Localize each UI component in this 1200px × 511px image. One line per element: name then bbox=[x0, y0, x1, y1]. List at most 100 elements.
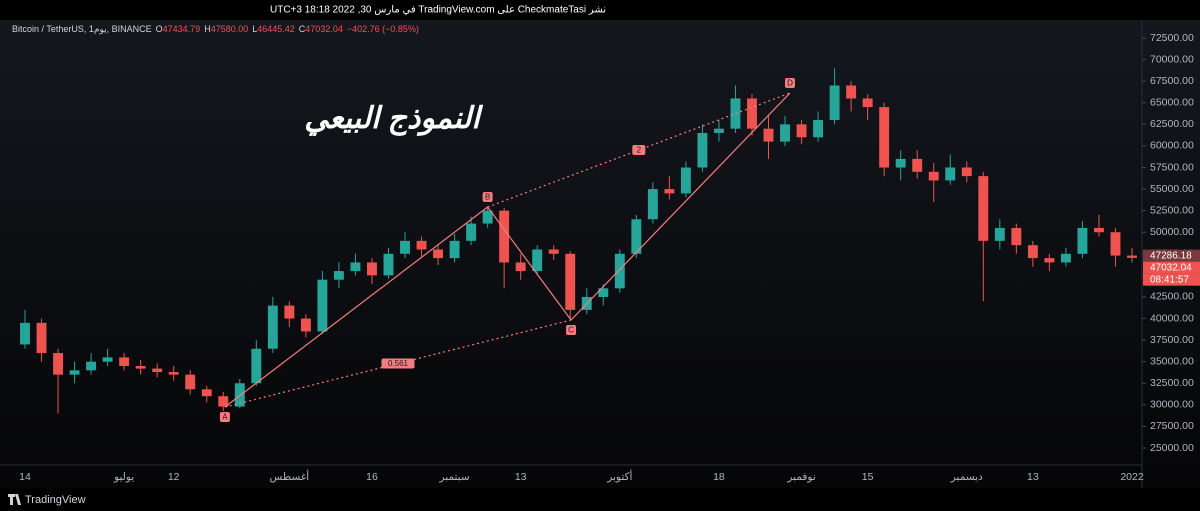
candle-body bbox=[532, 249, 543, 272]
ohlc-label: H bbox=[204, 24, 211, 34]
y-tick-label: 52500.00 bbox=[1150, 204, 1194, 216]
candle-body bbox=[168, 372, 179, 375]
candle-body bbox=[796, 124, 807, 138]
candle-body bbox=[697, 132, 708, 168]
candle-body bbox=[185, 374, 196, 390]
x-tick-label: نوفمبر bbox=[786, 471, 815, 483]
candle-body bbox=[284, 305, 295, 319]
x-tick-label: يوليو bbox=[113, 471, 134, 483]
price-tag bbox=[1143, 249, 1200, 262]
candle-body bbox=[416, 240, 427, 250]
pattern-leg bbox=[570, 92, 791, 321]
countdown: 08:41:57 bbox=[1150, 274, 1189, 285]
candle-body bbox=[713, 128, 724, 133]
candle-body bbox=[994, 227, 1005, 241]
pattern-leg bbox=[487, 206, 572, 321]
candle-body bbox=[961, 167, 972, 177]
candle-body bbox=[1127, 255, 1137, 258]
candle-body bbox=[879, 107, 890, 168]
y-tick-label: 72500.00 bbox=[1150, 32, 1194, 44]
logo-icon bbox=[8, 494, 21, 505]
point-box bbox=[784, 78, 795, 89]
ohlc-value: 47032.04 bbox=[305, 24, 343, 34]
candle-body bbox=[1027, 245, 1038, 259]
candle-body bbox=[449, 240, 460, 259]
candle-body bbox=[647, 189, 658, 220]
candle-body bbox=[218, 396, 229, 407]
ohlc-change: −402.76 (−0.85%) bbox=[347, 24, 419, 34]
ohlc-value: 47580.00 bbox=[211, 24, 249, 34]
y-tick-label: 30000.00 bbox=[1150, 399, 1194, 411]
x-tick-label: ديسمبر bbox=[950, 471, 983, 483]
candle-body bbox=[614, 253, 625, 289]
candle-body bbox=[1077, 227, 1088, 254]
candle-body bbox=[234, 383, 245, 407]
candle-body bbox=[53, 353, 64, 375]
ratio-label: 0.561 bbox=[388, 359, 409, 368]
candle-body bbox=[499, 210, 510, 263]
candle-body bbox=[201, 389, 212, 397]
publish-line: نشر CheckmateTasi على TradingView.com في… bbox=[270, 5, 606, 16]
y-tick-label: 25000.00 bbox=[1150, 442, 1194, 454]
ratio-label: 2 bbox=[637, 146, 642, 155]
candle-body bbox=[664, 189, 675, 194]
y-tick-label: 50000.00 bbox=[1150, 226, 1194, 238]
logo bbox=[8, 494, 21, 505]
y-tick-label: 37500.00 bbox=[1150, 334, 1194, 346]
x-tick-label: 13 bbox=[1027, 471, 1039, 483]
point-box bbox=[219, 412, 230, 423]
candle-body bbox=[350, 262, 361, 272]
x-tick-label: 18 bbox=[713, 471, 725, 483]
y-tick-label: 65000.00 bbox=[1150, 97, 1194, 109]
candle-body bbox=[119, 357, 130, 367]
candle-body bbox=[102, 357, 113, 362]
point-label: A bbox=[222, 413, 228, 422]
x-tick-label: سبتمبر bbox=[438, 471, 469, 483]
pattern-leg bbox=[224, 206, 488, 408]
candle-body bbox=[36, 322, 47, 354]
price-tag bbox=[1143, 261, 1200, 274]
point-label: D bbox=[787, 79, 793, 88]
x-tick-label: 14 bbox=[19, 471, 31, 483]
ohlc-label: L bbox=[252, 24, 257, 34]
candle-body bbox=[383, 253, 394, 276]
ohlc-label: O bbox=[156, 24, 163, 34]
point-label: B bbox=[485, 193, 490, 202]
y-tick-label: 35000.00 bbox=[1150, 355, 1194, 367]
candle-body bbox=[317, 279, 328, 332]
candle-body bbox=[928, 171, 939, 181]
y-tick-label: 62500.00 bbox=[1150, 118, 1194, 130]
point-box bbox=[482, 192, 493, 203]
candle-body bbox=[1110, 232, 1121, 256]
candle-body bbox=[829, 85, 840, 121]
candle-body bbox=[1093, 227, 1104, 233]
ohlc-value: 46445.42 bbox=[257, 24, 295, 34]
candle-body bbox=[912, 158, 923, 172]
x-tick-label: 15 bbox=[862, 471, 874, 483]
candle-body bbox=[515, 262, 526, 272]
point-box bbox=[566, 325, 577, 336]
candle-body bbox=[400, 240, 410, 254]
candle-body bbox=[631, 219, 642, 254]
candle-body bbox=[135, 366, 146, 369]
candle-body bbox=[267, 305, 278, 349]
price-tag-label: 47286.18 bbox=[1150, 250, 1192, 261]
ohlc-label: C bbox=[299, 24, 306, 34]
chart-title: النموذج البيعي bbox=[304, 102, 483, 136]
candle-body bbox=[862, 98, 873, 108]
x-tick-label: 12 bbox=[168, 471, 180, 483]
candle-body bbox=[69, 370, 80, 375]
x-tick-label: أغسطس bbox=[269, 469, 309, 483]
x-tick-label: 16 bbox=[366, 471, 378, 483]
candle-body bbox=[300, 318, 311, 332]
y-tick-label: 40000.00 bbox=[1150, 312, 1194, 324]
y-tick-label: 27500.00 bbox=[1150, 420, 1194, 432]
ohlc-value: 47434.79 bbox=[163, 24, 201, 34]
price-tag-label: 47032.04 bbox=[1150, 262, 1192, 273]
y-tick-label: 42500.00 bbox=[1150, 291, 1194, 303]
candle-body bbox=[482, 210, 493, 224]
candle-body bbox=[680, 167, 691, 194]
x-tick-label: 2022 bbox=[1120, 471, 1144, 483]
